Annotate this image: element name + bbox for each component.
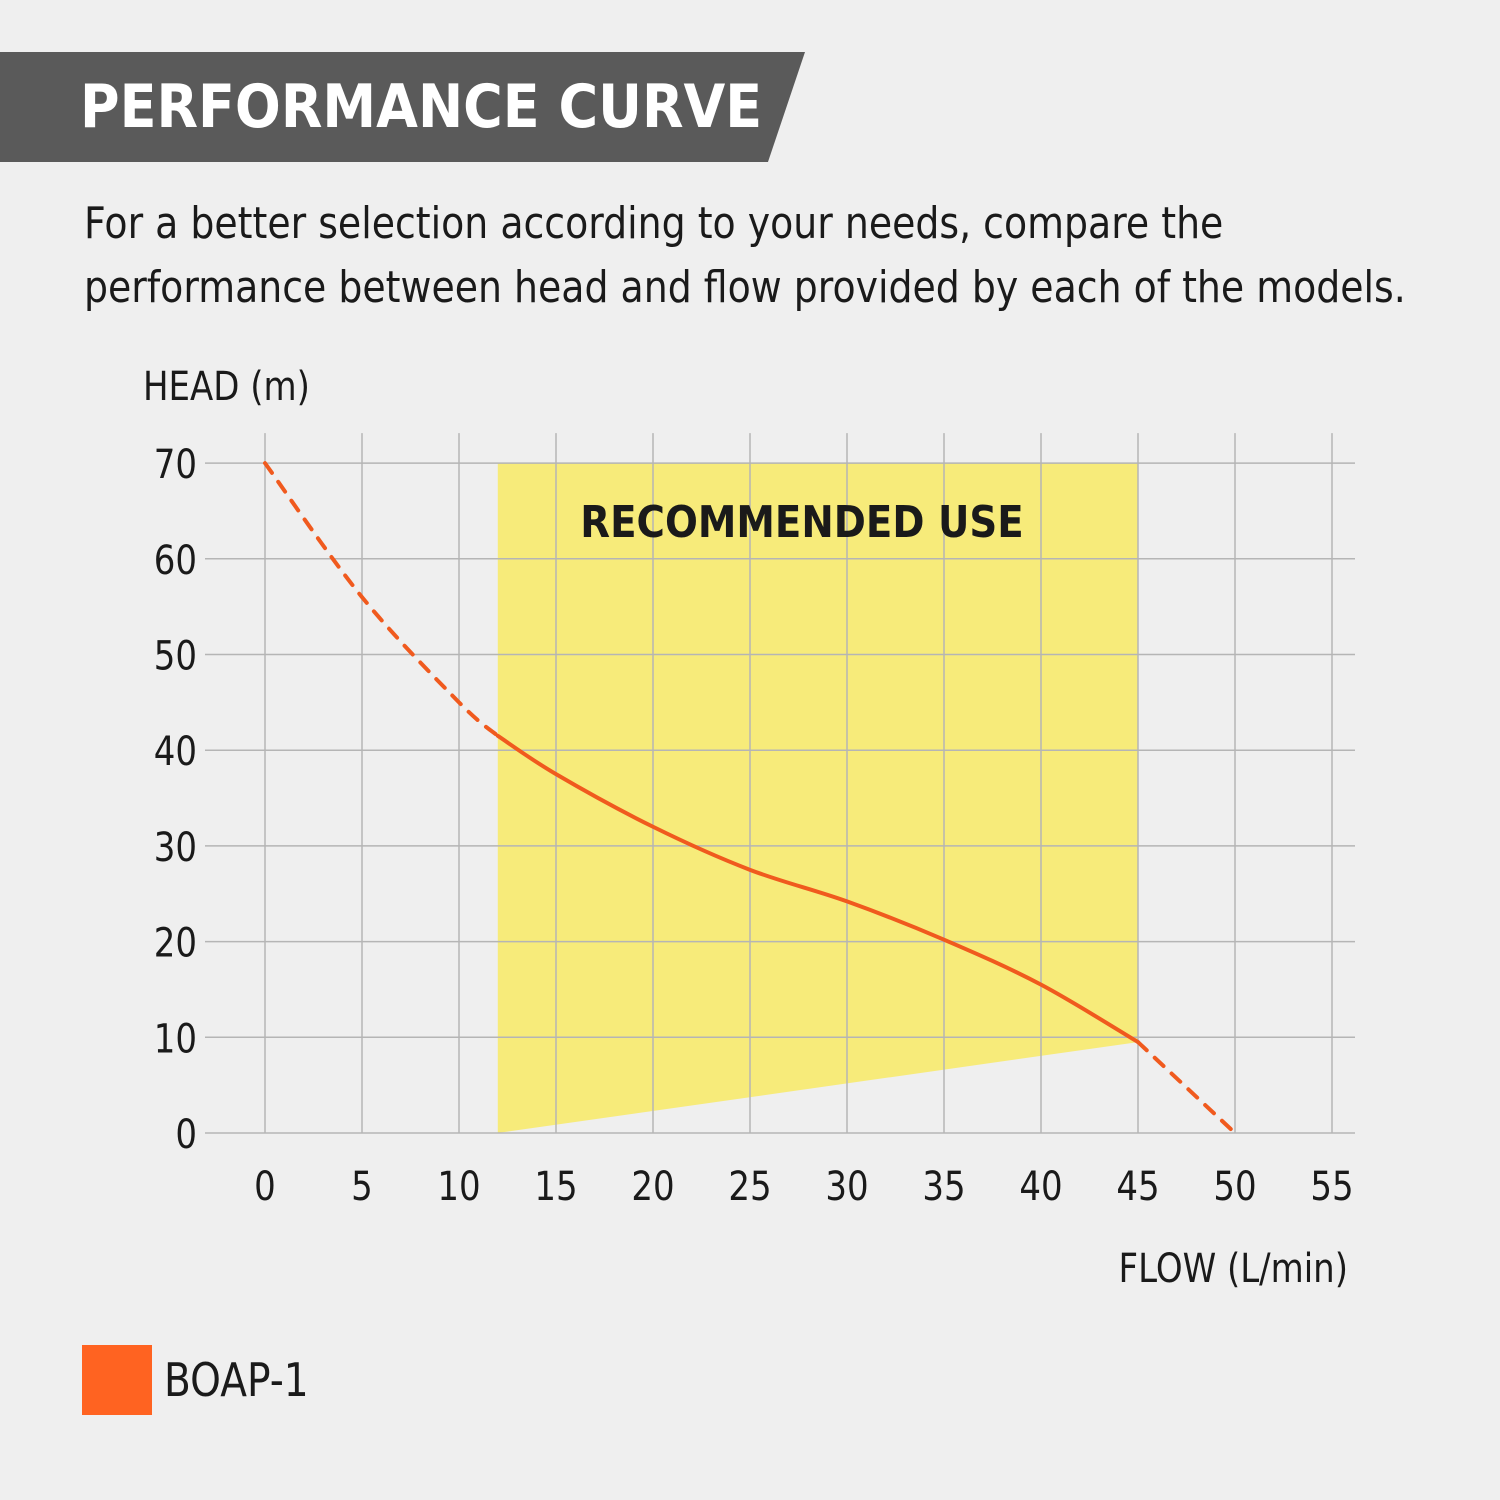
- title-banner: PERFORMANCE CURVE: [0, 52, 805, 162]
- x-tick-label-5: 5: [351, 1163, 373, 1209]
- y-tick-label-70: 70: [154, 441, 197, 487]
- curve-boap-1-dashed-2: [1136, 1040, 1237, 1135]
- y-tick-label-20: 20: [154, 920, 197, 966]
- y-tick-label-40: 40: [154, 729, 197, 775]
- y-tick-label-60: 60: [154, 537, 197, 583]
- recommended-use-label: RECOMMENDED USE: [580, 497, 1023, 548]
- x-tick-label-45: 45: [1116, 1163, 1159, 1209]
- x-tick-label-30: 30: [825, 1163, 868, 1209]
- y-tick-label-50: 50: [154, 633, 197, 679]
- x-tick-label-10: 10: [437, 1163, 480, 1209]
- x-tick-label-15: 15: [534, 1163, 577, 1209]
- x-axis-label: FLOW (L/min): [1119, 1245, 1348, 1291]
- y-tick-label-0: 0: [175, 1111, 197, 1157]
- y-axis-label: HEAD (m): [143, 363, 310, 409]
- y-tick-label-10: 10: [154, 1016, 197, 1062]
- legend-swatch-boap-1: [82, 1345, 152, 1415]
- page-title: PERFORMANCE CURVE: [80, 72, 763, 142]
- x-tick-label-0: 0: [254, 1163, 276, 1209]
- legend-label-boap-1: BOAP-1: [164, 1353, 309, 1407]
- x-tick-label-50: 50: [1213, 1163, 1256, 1209]
- curve-boap-1-solid-1: [495, 733, 1140, 1045]
- legend: BOAP-1: [82, 1345, 334, 1415]
- x-tick-label-40: 40: [1019, 1163, 1062, 1209]
- x-tick-label-35: 35: [922, 1163, 965, 1209]
- curve-boap-1-dashed-0: [263, 461, 500, 738]
- y-tick-label-30: 30: [154, 824, 197, 870]
- x-tick-label-25: 25: [728, 1163, 771, 1209]
- description-line-1: For a better selection according to your…: [84, 198, 1224, 249]
- x-tick-label-20: 20: [631, 1163, 674, 1209]
- recommended-zone: [497, 463, 1138, 1134]
- x-tick-label-55: 55: [1310, 1163, 1353, 1209]
- description: For a better selection according to your…: [84, 192, 1406, 320]
- description-line-2: performance between head and flow provid…: [84, 262, 1406, 313]
